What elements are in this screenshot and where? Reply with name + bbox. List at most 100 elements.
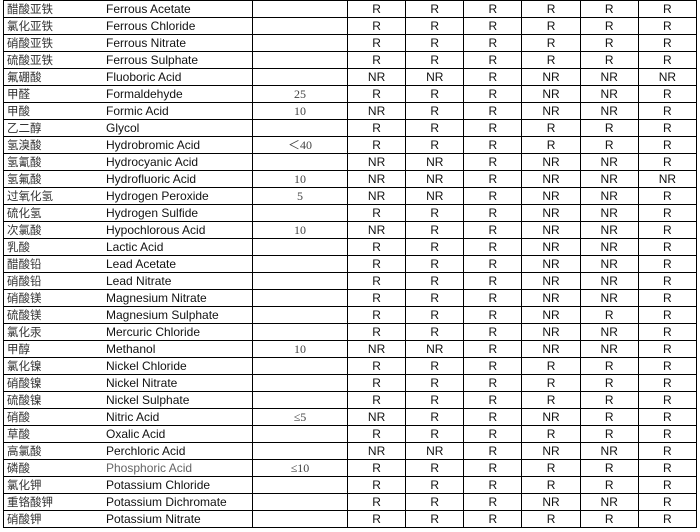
resistance-rating-cell: R (521, 510, 581, 528)
resistance-rating-cell: R (346, 204, 406, 222)
resistance-rating-cell: R (463, 34, 522, 52)
resistance-rating-cell: NR (521, 238, 581, 256)
resistance-rating-cell: R (405, 459, 464, 477)
table-row: 硝酸镍 Nickel Nitrate R R R R R R (3, 374, 698, 392)
chinese-name-cell: 醋酸亚铁 (3, 0, 106, 18)
resistance-rating-cell: NR (346, 442, 406, 460)
table-row: 氢溴酸 Hydrobromic Acid ＜40 R R R R R R (3, 136, 698, 154)
resistance-rating-cell: R (405, 51, 464, 69)
concentration-cell: 10 (252, 340, 348, 358)
resistance-rating-cell: R (463, 17, 522, 35)
resistance-rating-cell: R (463, 374, 522, 392)
resistance-rating-cell: R (579, 408, 639, 426)
concentration-cell (252, 238, 348, 256)
resistance-rating-cell: NR (405, 153, 464, 171)
resistance-rating-cell: R (405, 272, 464, 290)
english-name-cell: Oxalic Acid (106, 425, 253, 443)
resistance-rating-cell: NR (579, 272, 639, 290)
resistance-rating-cell: R (463, 170, 522, 188)
resistance-rating-cell: R (463, 0, 522, 18)
concentration-cell: ＜40 (252, 136, 348, 154)
resistance-rating-cell: R (463, 187, 522, 205)
resistance-rating-cell: R (521, 391, 581, 409)
resistance-rating-cell: R (405, 238, 464, 256)
chemical-resistance-table: 醋酸亚铁 Ferrous Acetate R R R R R R 氯化亚铁 Ferrous Chl… (3, 0, 698, 528)
resistance-rating-cell: R (405, 357, 464, 375)
resistance-rating-cell: NR (405, 68, 464, 86)
resistance-rating-cell: R (579, 357, 639, 375)
concentration-cell (252, 204, 348, 222)
resistance-rating-cell: NR (521, 442, 581, 460)
resistance-rating-cell: R (579, 119, 639, 137)
concentration-cell (252, 272, 348, 290)
english-name-cell: Magnesium Nitrate (106, 289, 253, 307)
resistance-rating-cell: R (346, 425, 406, 443)
chinese-name-cell: 醋酸铅 (3, 255, 106, 273)
resistance-rating-cell: R (579, 510, 639, 528)
resistance-rating-cell: R (637, 34, 698, 52)
chinese-name-cell: 过氧化氢 (3, 187, 106, 205)
resistance-rating-cell: R (521, 136, 581, 154)
resistance-rating-cell: R (637, 289, 698, 307)
resistance-rating-cell: R (405, 323, 464, 341)
resistance-rating-cell: R (521, 425, 581, 443)
resistance-rating-cell: R (579, 425, 639, 443)
resistance-rating-cell: R (346, 374, 406, 392)
chinese-name-cell: 硫酸镍 (3, 391, 106, 409)
resistance-rating-cell: R (346, 136, 406, 154)
resistance-rating-cell: R (346, 306, 406, 324)
resistance-rating-cell: NR (579, 204, 639, 222)
resistance-rating-cell: R (346, 289, 406, 307)
resistance-rating-cell: NR (346, 102, 406, 120)
chinese-name-cell: 硝酸铅 (3, 272, 106, 290)
resistance-rating-cell: R (637, 17, 698, 35)
resistance-rating-cell: R (521, 459, 581, 477)
resistance-rating-cell: R (637, 425, 698, 443)
chinese-name-cell: 甲酸 (3, 102, 106, 120)
resistance-rating-cell: R (405, 102, 464, 120)
resistance-rating-cell: NR (579, 289, 639, 307)
resistance-rating-cell: R (637, 221, 698, 239)
english-name-cell: Hypochlorous Acid (106, 221, 253, 239)
english-name-cell: Magnesium Sulphate (106, 306, 253, 324)
table-row: 硝酸钾 Potassium Nitrate R R R R R R (3, 510, 698, 528)
concentration-cell (252, 442, 348, 460)
resistance-rating-cell: NR (579, 153, 639, 171)
table-row: 硫酸镁 Magnesium Sulphate R R R NR R R (3, 306, 698, 324)
resistance-rating-cell: R (346, 17, 406, 35)
resistance-rating-cell: R (579, 136, 639, 154)
english-name-cell: Hydrogen Sulfide (106, 204, 253, 222)
resistance-rating-cell: R (579, 0, 639, 18)
chinese-name-cell: 硝酸镁 (3, 289, 106, 307)
english-name-cell: Fluoboric Acid (106, 68, 253, 86)
concentration-cell: 10 (252, 221, 348, 239)
chinese-name-cell: 氯化钾 (3, 476, 106, 494)
chinese-name-cell: 硫酸镁 (3, 306, 106, 324)
table-row: 氯化亚铁 Ferrous Chloride R R R R R R (3, 17, 698, 35)
resistance-rating-cell: R (637, 119, 698, 137)
concentration-cell (252, 323, 348, 341)
resistance-rating-cell: R (637, 272, 698, 290)
resistance-rating-cell: NR (521, 340, 581, 358)
resistance-rating-cell: R (521, 51, 581, 69)
chinese-name-cell: 硝酸亚铁 (3, 34, 106, 52)
concentration-cell (252, 357, 348, 375)
chinese-name-cell: 氯化汞 (3, 323, 106, 341)
table-row: 甲醛 Formaldehyde 25 R R R NR NR R (3, 85, 698, 103)
resistance-rating-cell: R (463, 306, 522, 324)
concentration-cell: 25 (252, 85, 348, 103)
concentration-cell (252, 34, 348, 52)
resistance-rating-cell: NR (579, 187, 639, 205)
english-name-cell: Methanol (106, 340, 253, 358)
resistance-rating-cell: R (637, 357, 698, 375)
resistance-rating-cell: R (637, 187, 698, 205)
resistance-rating-cell: R (637, 459, 698, 477)
concentration-cell: 5 (252, 187, 348, 205)
chinese-name-cell: 硫酸亚铁 (3, 51, 106, 69)
resistance-rating-cell: NR (521, 408, 581, 426)
resistance-rating-cell: R (405, 374, 464, 392)
resistance-rating-cell: R (637, 102, 698, 120)
chinese-name-cell: 高氯酸 (3, 442, 106, 460)
resistance-rating-cell: R (637, 255, 698, 273)
chinese-name-cell: 氢氰酸 (3, 153, 106, 171)
